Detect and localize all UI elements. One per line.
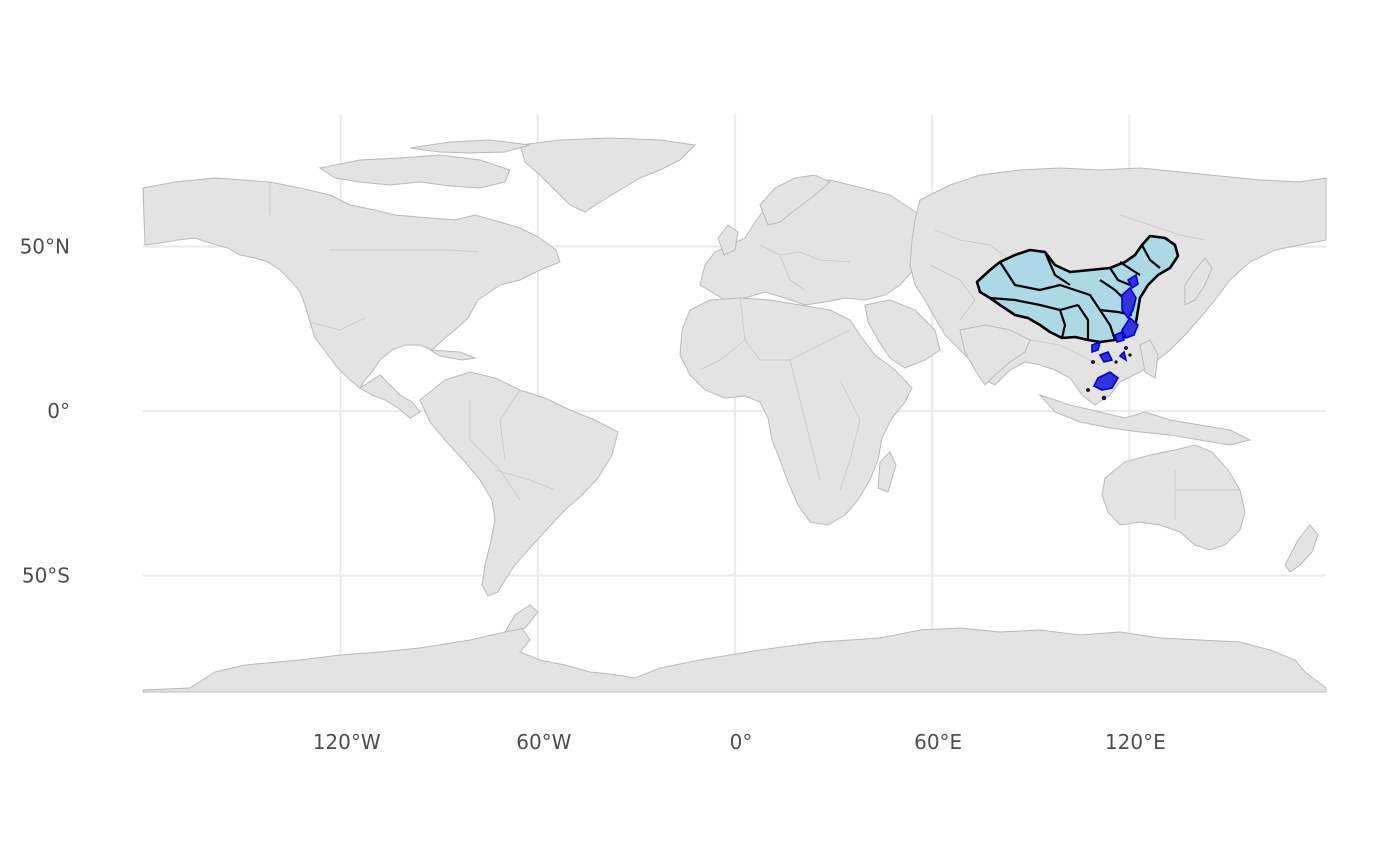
new-zealand bbox=[1284, 524, 1319, 573]
arctic-islands bbox=[318, 154, 511, 189]
caribbean bbox=[429, 349, 477, 361]
south-america bbox=[419, 371, 619, 597]
antarctica bbox=[142, 624, 1327, 693]
africa bbox=[679, 297, 913, 526]
australia bbox=[1101, 444, 1246, 551]
india bbox=[959, 324, 1031, 386]
scandinavia bbox=[759, 174, 831, 226]
arabia bbox=[864, 299, 941, 369]
y-tick-label: 50°N bbox=[20, 235, 70, 259]
x-tick-label: 60°W bbox=[516, 730, 571, 754]
indonesia bbox=[1038, 393, 1252, 446]
north-america bbox=[142, 177, 561, 389]
central-america bbox=[359, 374, 421, 419]
japan bbox=[1184, 257, 1213, 306]
x-tick-label: 0° bbox=[730, 730, 753, 754]
y-tick-label: 50°S bbox=[22, 564, 70, 588]
x-tick-label: 60°E bbox=[914, 730, 962, 754]
philippines bbox=[1139, 339, 1159, 379]
greenland bbox=[519, 137, 697, 213]
x-tick-label: 120°E bbox=[1105, 730, 1166, 754]
y-tick-label: 0° bbox=[47, 399, 70, 423]
axis-labels: 120°W 60°W 0° 60°E 120°E 50°N 0° 50°S bbox=[20, 235, 1166, 755]
x-tick-label: 120°W bbox=[313, 730, 381, 754]
madagascar bbox=[877, 451, 897, 493]
highlighted-points bbox=[1086, 273, 1139, 401]
antarctic-peninsula bbox=[504, 604, 539, 633]
british-isles bbox=[717, 224, 739, 256]
arctic-north bbox=[409, 139, 531, 154]
